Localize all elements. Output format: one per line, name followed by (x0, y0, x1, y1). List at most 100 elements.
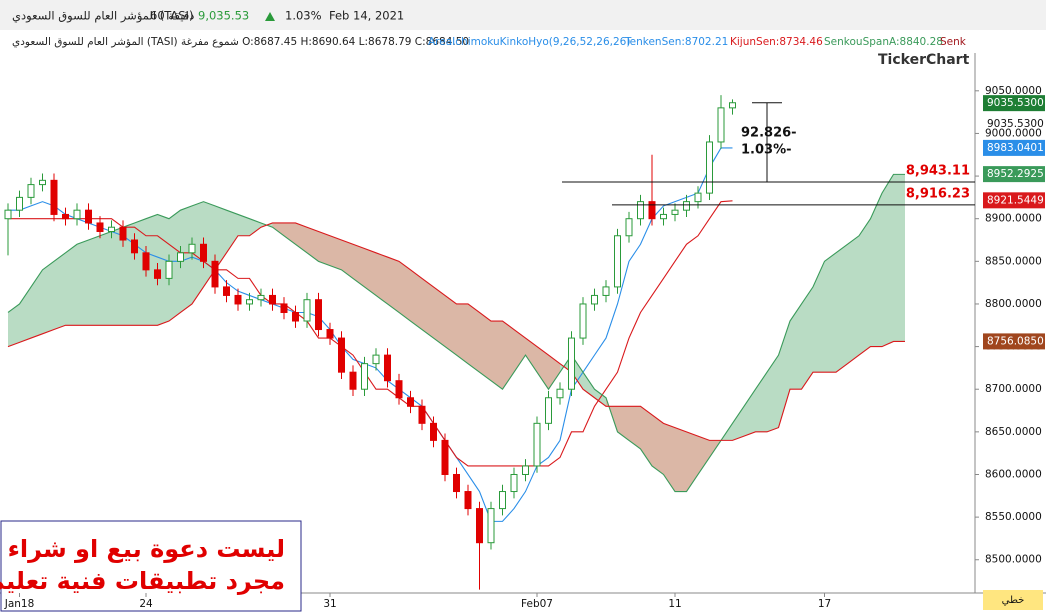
cloud-segment (31, 269, 43, 339)
cloud-segment (169, 210, 181, 322)
x-tick-label: 24 (139, 598, 153, 610)
cloud-segment (42, 261, 54, 334)
candle-body (16, 196, 23, 211)
candle-body (648, 201, 656, 220)
candle-body (476, 508, 483, 544)
price-label-box (983, 192, 1045, 209)
mode-label[interactable]: خطي (1002, 595, 1025, 606)
cloud-segment (433, 286, 445, 347)
x-tick-label: 17 (818, 598, 831, 610)
top-bar (0, 0, 1046, 30)
cloud-segment (652, 414, 664, 475)
candle-body (177, 252, 184, 262)
price-label-box (983, 333, 1045, 350)
candle-body (303, 299, 311, 322)
y-tick-label: 8500.0000 (985, 554, 1042, 566)
indicator-line (8, 147, 733, 522)
cloud-segment (468, 303, 480, 373)
candle-body (384, 354, 391, 382)
measure-change: 92.826- (741, 125, 797, 140)
candle-body (131, 239, 138, 254)
cloud-segment (479, 312, 491, 381)
cloud-segment (893, 174, 905, 342)
plot: 92.826- 1.03%- (4, 95, 975, 590)
cloud-segment (767, 355, 779, 432)
cloud-segment (88, 235, 100, 326)
measure-percent: 1.03%- (741, 142, 792, 157)
candle-body (556, 388, 564, 399)
y-tick-label: 9050.0000 (985, 85, 1042, 97)
candle-body (729, 102, 736, 109)
candle-body (211, 260, 219, 288)
candle-body (533, 422, 541, 467)
cloud-segment (732, 406, 744, 441)
change: 1.03% (285, 9, 322, 23)
price-label: 9035.5300 (987, 118, 1044, 130)
info-tenkan: TenkenSen:8702.21 (624, 36, 728, 48)
cloud-segment (192, 201, 204, 304)
cloud-segment (525, 338, 537, 373)
indicator-line (8, 200, 733, 467)
cloud-segment (755, 372, 767, 432)
x-tick-label: Jan18 (4, 598, 35, 610)
cloud-segment (456, 303, 468, 364)
y-tick-label: 8550.0000 (985, 511, 1042, 523)
candle-body (568, 337, 575, 390)
info-symbol: المؤشر العام للسوق السعودي (TASI) شموع م… (12, 36, 469, 48)
info-span-b: Senk (940, 36, 967, 48)
candle-body (361, 363, 368, 390)
candle-body (349, 371, 357, 390)
cloud-segment (77, 240, 89, 326)
cloud-segment (307, 227, 319, 262)
cloud-segment (410, 269, 422, 330)
cloud-segment (387, 257, 399, 313)
cloud-segment (617, 406, 629, 441)
cloud-segment (686, 431, 698, 492)
candle-body (418, 405, 426, 424)
price-label: 9035.5300 (987, 97, 1044, 109)
level-label: 8,916.23 (906, 186, 970, 201)
cloud-segment (272, 222, 284, 236)
cloud-segment (146, 214, 158, 326)
candle-body (73, 209, 81, 220)
candle-body (154, 269, 161, 279)
candle-body (430, 422, 437, 441)
candle-body (62, 213, 69, 220)
cloud-segment (870, 193, 882, 347)
y-tick-label: 9000.0000 (985, 127, 1042, 139)
disclaimer-line: مجرد تطبيقات فنية تعليمية (0, 567, 285, 595)
y-tick-label: 8900.0000 (985, 213, 1042, 225)
cloud-segment (548, 355, 560, 390)
candle-body (637, 201, 644, 220)
candle-body (579, 303, 587, 339)
cloud-segment (629, 406, 641, 449)
candle-body (372, 354, 380, 365)
candle-body (50, 179, 58, 215)
cloud-segment (502, 321, 514, 390)
candle-body (407, 397, 414, 407)
candle-body (326, 329, 334, 339)
x-tick-label: 11 (668, 598, 681, 610)
cloud-segment (491, 321, 503, 390)
candle-body (522, 465, 529, 475)
cloud-segment (537, 346, 549, 390)
candle-body (315, 299, 322, 331)
up-arrow (265, 12, 275, 21)
candle-body (119, 226, 127, 241)
mode-box[interactable] (983, 590, 1043, 610)
y-tick-label: 8650.0000 (985, 426, 1042, 438)
candle-body (717, 107, 725, 143)
cloud-segment (249, 218, 261, 236)
candle-body (269, 294, 276, 305)
x-tick-label: Feb07 (521, 598, 553, 610)
info-indicator: AreaIchimokuKinkoHyo(9,26,52,26,26) (428, 36, 630, 48)
cloud-segment (318, 231, 330, 266)
candle-body (27, 184, 35, 198)
cloud-segment (65, 244, 77, 326)
cloud-segment (111, 227, 123, 326)
candle-body (223, 286, 230, 296)
candle-body (441, 439, 449, 475)
cloud-segment (341, 240, 353, 279)
indicator-line (7, 222, 905, 441)
